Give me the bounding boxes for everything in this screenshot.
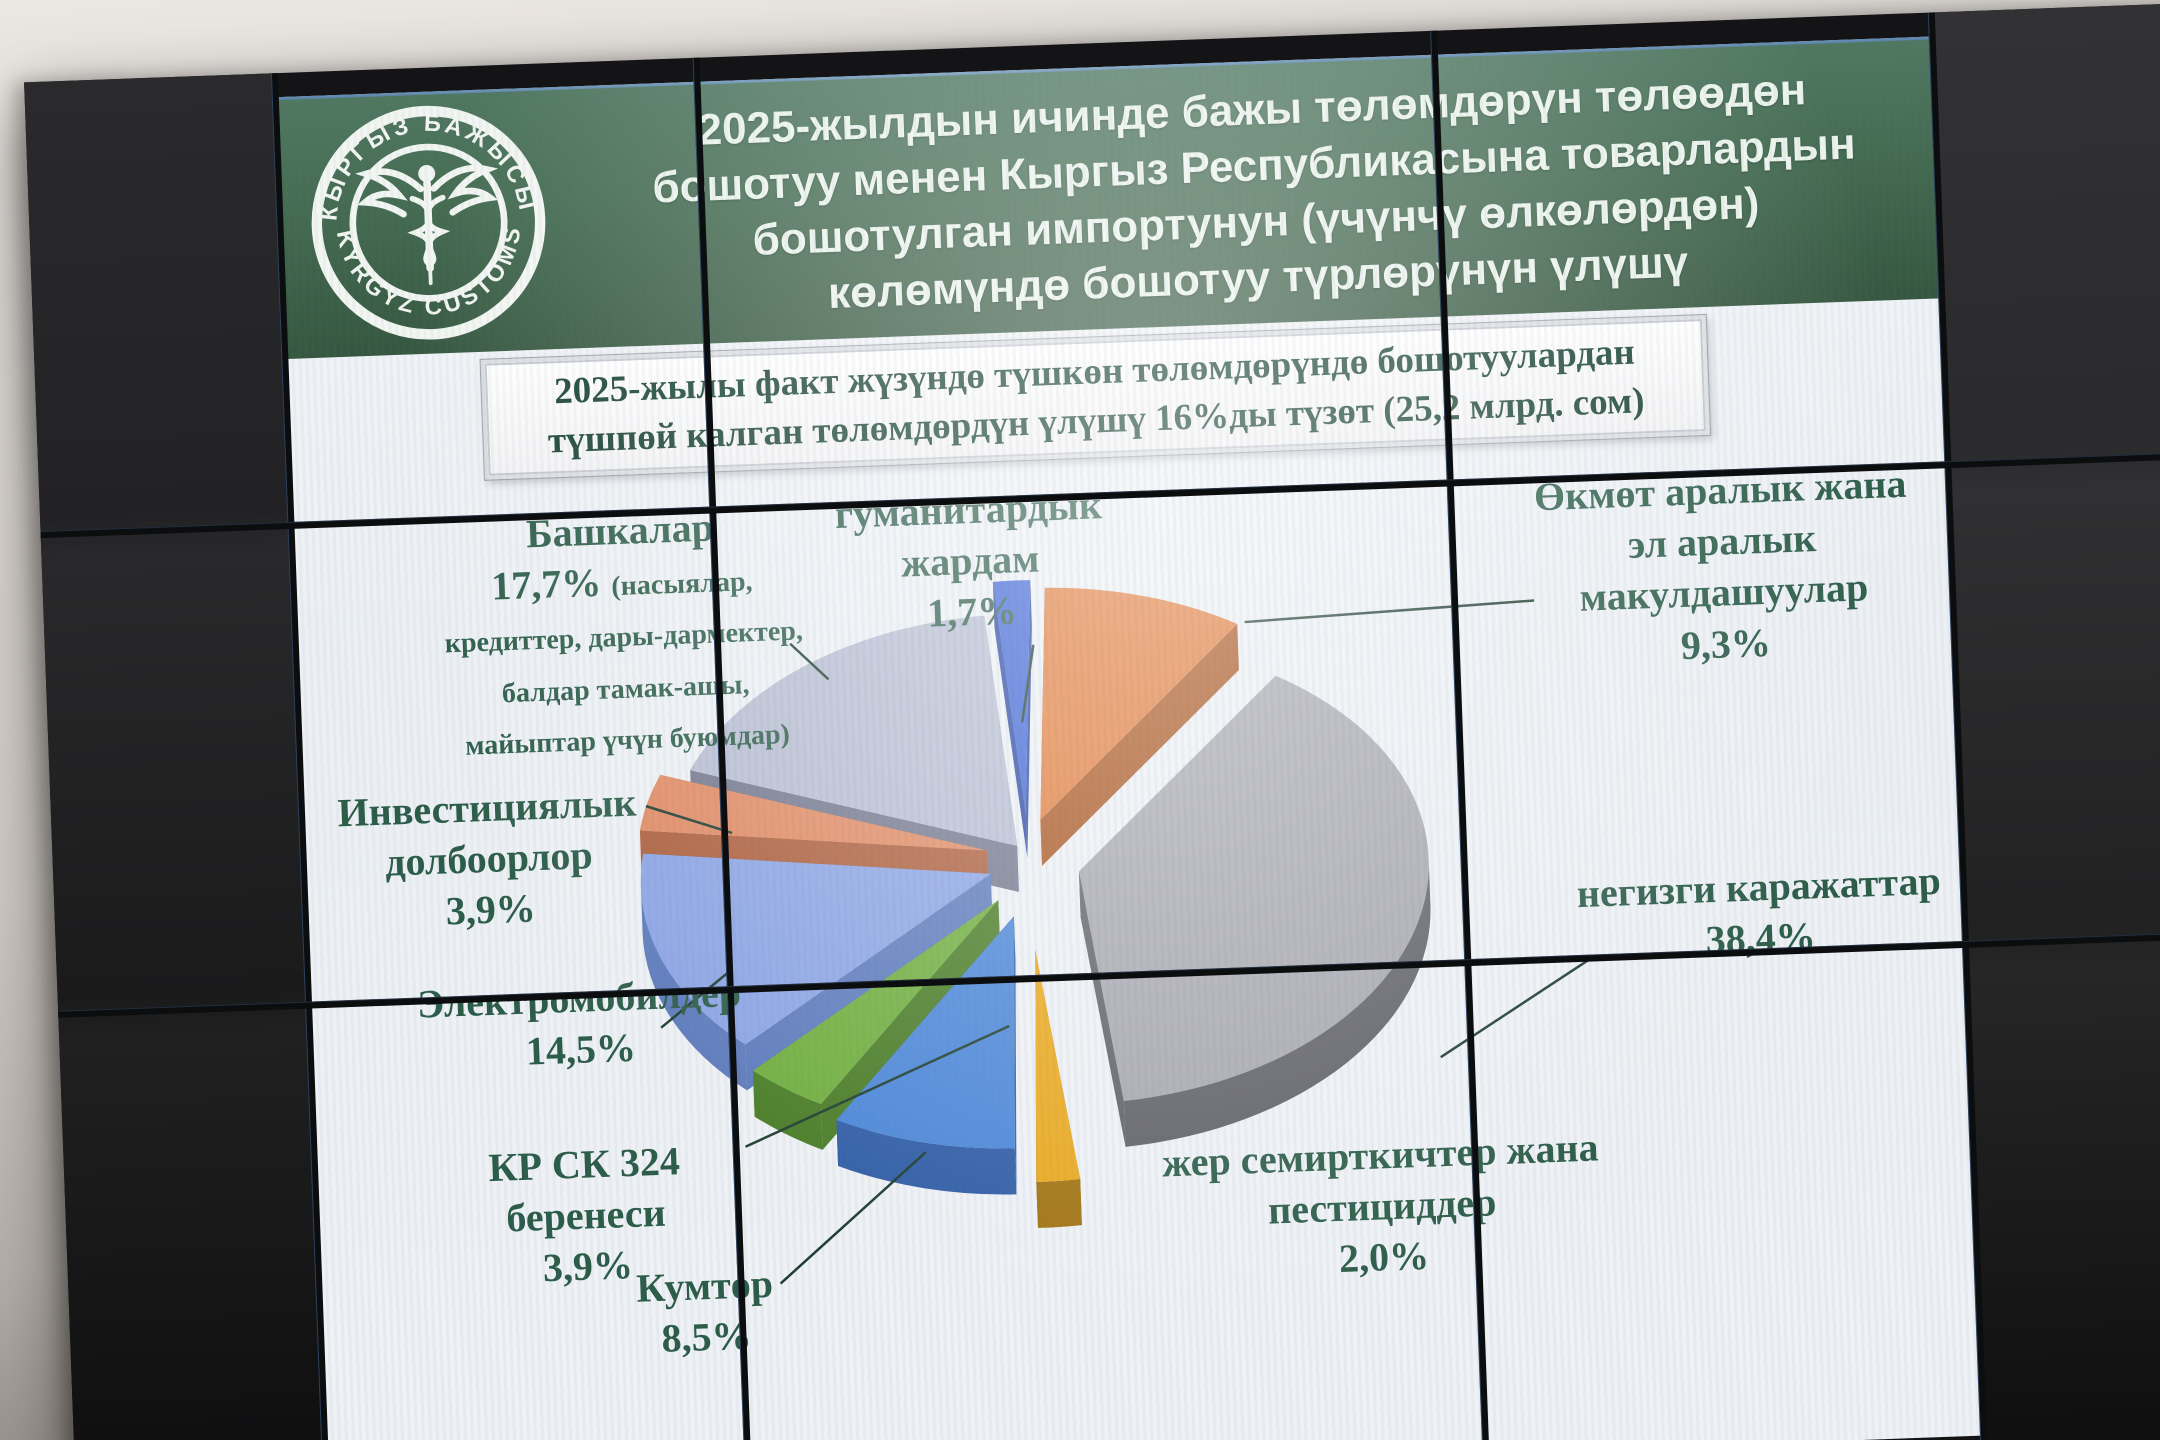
- pie-label-intergovernmental: Өкмөт аралык жана эл аралык макулдашуула…: [1513, 457, 1932, 677]
- pie-slice-face: [1040, 624, 1239, 866]
- label-leader-line: [1244, 599, 1535, 624]
- pie-slice-face: [992, 580, 1031, 813]
- label-leader-line: [1440, 956, 1593, 1059]
- pie-slice-face: [836, 1120, 1017, 1195]
- pie-label-percent: 17,7%: [490, 559, 603, 609]
- pie-label-text: Инвестициялык долбоорлор: [336, 779, 638, 885]
- pie-slice-face: [640, 886, 748, 1091]
- logo-inner-ring: [349, 143, 508, 302]
- pie-label-kr-sk-324: КР СК 324 беренеси 3,9%: [417, 1133, 754, 1299]
- label-leader-line: [779, 1151, 927, 1285]
- label-leader-line: [745, 1024, 1010, 1148]
- pie-label-text: Өкмөт аралык жана эл аралык макулдашуула…: [1533, 460, 1908, 621]
- pie-slice-face: [1078, 675, 1429, 1101]
- pie-slice-face: [836, 916, 1015, 1149]
- pie-slice-face: [1013, 916, 1017, 1195]
- pie-slice-face: [992, 581, 1028, 859]
- pie-label-text: КР СК 324 беренеси: [487, 1138, 681, 1241]
- pie-slice-face: [1078, 871, 1126, 1147]
- pie-label-electric-vehicles: Электромобилдер 14,5%: [347, 964, 812, 1083]
- label-leader-line: [660, 972, 728, 1029]
- pie-slice-face: [1035, 949, 1081, 1182]
- pie-slice-face: [753, 900, 999, 1104]
- winged-caduceus-icon: [355, 164, 499, 286]
- pie-label-text: негизги каражаттар: [1576, 857, 1942, 917]
- pie-slice-face: [1025, 580, 1032, 859]
- pie-slice-face: [753, 1070, 823, 1150]
- video-wall: КЫРГЫЗ БАЖЫСЫ KYRGYZ CUSTOMS: [24, 2, 2160, 1440]
- label-leader-line: [645, 804, 733, 835]
- pie-slice-face: [1036, 1179, 1082, 1228]
- slide-header: КЫРГЫЗ БАЖЫСЫ KYRGYZ CUSTOMS: [274, 36, 1944, 360]
- label-leader-line: [1020, 644, 1035, 723]
- label-leader-line: [789, 642, 830, 681]
- pie-slice-face: [690, 615, 1018, 846]
- kyrgyz-customs-logo: КЫРГЫЗ БАЖЫСЫ KYRGYZ CUSTOMS: [311, 105, 546, 340]
- pie-label-text: жер семирткичтер жана пестициддер: [1161, 1124, 1600, 1233]
- pie-label-fertilizers: жер семирткичтер жана пестициддер 2,0%: [1159, 1121, 1604, 1291]
- pie-slice-face: [1123, 858, 1431, 1147]
- pie-label-bashkalar: Башкалар 17,7% (насыялар, кредиттер, дар…: [438, 498, 809, 767]
- pie-chart-area: Башкалар 17,7% (насыялар, кредиттер, дар…: [275, 36, 1985, 1440]
- presentation-slide: КЫРГЫЗ БАЖЫСЫ KYRGYZ CUSTOMS: [274, 36, 1985, 1440]
- pie-slice-face: [1040, 587, 1238, 820]
- pie-label-percent: 8,5%: [660, 1312, 753, 1362]
- logo-outer-ring: [311, 105, 546, 340]
- pie-label-investment-projects: Инвестициялык долбоорлор 3,9%: [310, 776, 667, 942]
